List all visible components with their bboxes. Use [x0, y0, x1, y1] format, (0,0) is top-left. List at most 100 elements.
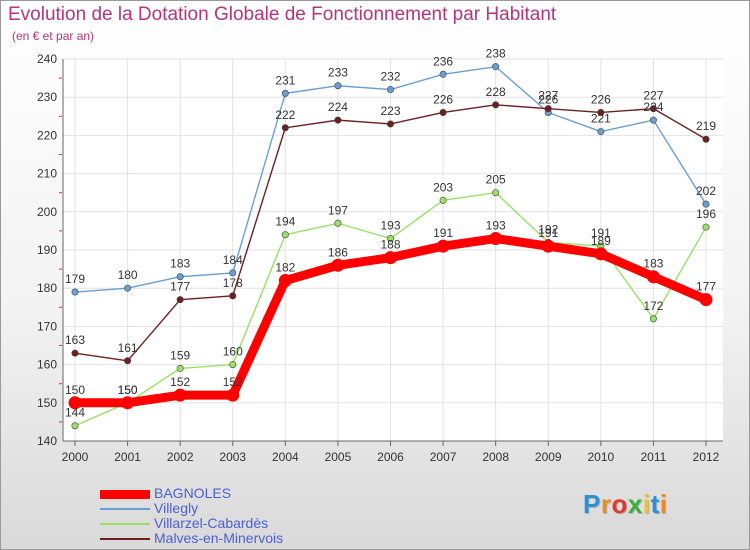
- y-tick-label: 180: [37, 281, 57, 295]
- data-label: 226: [591, 92, 611, 106]
- data-point: [176, 296, 184, 304]
- logo-letter: o: [611, 489, 628, 519]
- x-tick-label: 2005: [325, 450, 352, 464]
- data-label: 223: [380, 104, 400, 118]
- data-label: 227: [538, 89, 558, 103]
- data-label: 197: [328, 203, 348, 217]
- data-point: [492, 189, 500, 197]
- y-tick-label: 160: [37, 358, 57, 372]
- data-point: [176, 273, 184, 281]
- data-label: 150: [65, 383, 85, 397]
- data-point: [226, 388, 240, 402]
- logo-letter: x: [627, 489, 643, 519]
- proxiti-logo: Proxiti: [583, 489, 667, 520]
- data-point: [702, 223, 710, 231]
- data-label: 189: [591, 234, 611, 248]
- x-tick-label: 2002: [167, 450, 194, 464]
- data-point: [544, 105, 552, 113]
- data-point: [699, 293, 713, 307]
- data-point: [124, 284, 132, 292]
- data-point: [281, 124, 289, 132]
- data-point: [436, 239, 450, 253]
- data-point: [702, 200, 710, 208]
- data-label: 163: [65, 333, 85, 347]
- data-point: [334, 219, 342, 227]
- data-label: 224: [328, 100, 348, 114]
- data-label: 152: [170, 375, 190, 389]
- data-label: 150: [118, 383, 138, 397]
- data-label: 178: [223, 276, 243, 290]
- legend-label: BAGNOLES: [154, 485, 232, 501]
- y-tick-label: 140: [37, 434, 57, 448]
- data-label: 228: [486, 85, 506, 99]
- data-point: [492, 63, 500, 71]
- data-label: 177: [170, 280, 190, 294]
- data-point: [649, 116, 657, 124]
- data-point: [68, 396, 82, 410]
- chart-subtitle: (en € et par an): [12, 29, 95, 43]
- y-tick-label: 210: [37, 167, 57, 181]
- legend-label: Malves-en-Minervois: [154, 530, 284, 546]
- data-label: 196: [696, 207, 716, 221]
- y-tick-label: 220: [37, 128, 57, 142]
- data-label: 191: [433, 226, 453, 240]
- data-label: 159: [170, 348, 190, 362]
- data-label: 222: [275, 108, 295, 122]
- x-tick-label: 2008: [482, 450, 509, 464]
- data-point: [331, 258, 345, 272]
- data-point: [278, 274, 292, 288]
- legend-swatch: [100, 508, 150, 510]
- data-label: 194: [275, 215, 295, 229]
- y-tick-label: 240: [37, 52, 57, 66]
- legend-swatch: [100, 489, 150, 499]
- data-point: [439, 70, 447, 78]
- data-label: 152: [223, 375, 243, 389]
- y-tick-label: 190: [37, 243, 57, 257]
- data-point: [702, 135, 710, 143]
- data-label: 180: [118, 268, 138, 282]
- data-label: 182: [275, 261, 295, 275]
- data-label: 188: [380, 238, 400, 252]
- data-label: 226: [538, 92, 558, 106]
- legend-swatch: [100, 538, 150, 540]
- y-tick-label: 230: [37, 90, 57, 104]
- data-point: [597, 128, 605, 136]
- data-label: 227: [643, 89, 663, 103]
- data-label: 184: [223, 253, 243, 267]
- legend-label: Villegly: [154, 500, 199, 516]
- data-point: [649, 105, 657, 113]
- data-point: [384, 251, 397, 265]
- x-tick-label: 2000: [62, 450, 89, 464]
- data-point: [334, 116, 342, 124]
- x-tick-label: 2001: [114, 450, 141, 464]
- y-tick-label: 170: [37, 319, 57, 333]
- x-tick-label: 2011: [641, 450, 667, 464]
- data-point: [229, 292, 237, 300]
- y-tick-label: 200: [37, 205, 57, 219]
- data-label: 193: [486, 219, 506, 233]
- data-label: 191: [538, 226, 558, 240]
- data-point: [439, 196, 447, 204]
- logo-letter: r: [600, 489, 612, 519]
- x-tick-label: 2006: [377, 450, 404, 464]
- data-label: 238: [486, 47, 506, 61]
- data-point: [541, 239, 555, 253]
- data-point: [597, 108, 605, 116]
- legend-label: Villarzel-Cabardès: [154, 515, 269, 531]
- logo-letter: i: [642, 489, 651, 519]
- data-label: 161: [118, 341, 138, 355]
- logo-letter: t: [650, 489, 660, 519]
- x-tick-label: 2007: [430, 450, 457, 464]
- logo-letter: i: [659, 489, 668, 519]
- data-label: 236: [433, 54, 453, 68]
- chart-title: Evolution de la Dotation Globale de Fonc…: [8, 4, 557, 25]
- x-tick-label: 2012: [693, 450, 720, 464]
- x-tick-label: 2003: [219, 450, 246, 464]
- data-point: [124, 357, 132, 365]
- data-point: [386, 235, 394, 243]
- data-point: [334, 82, 342, 90]
- data-point: [281, 89, 289, 97]
- data-label: 193: [380, 219, 400, 233]
- legend-swatch: [100, 523, 150, 525]
